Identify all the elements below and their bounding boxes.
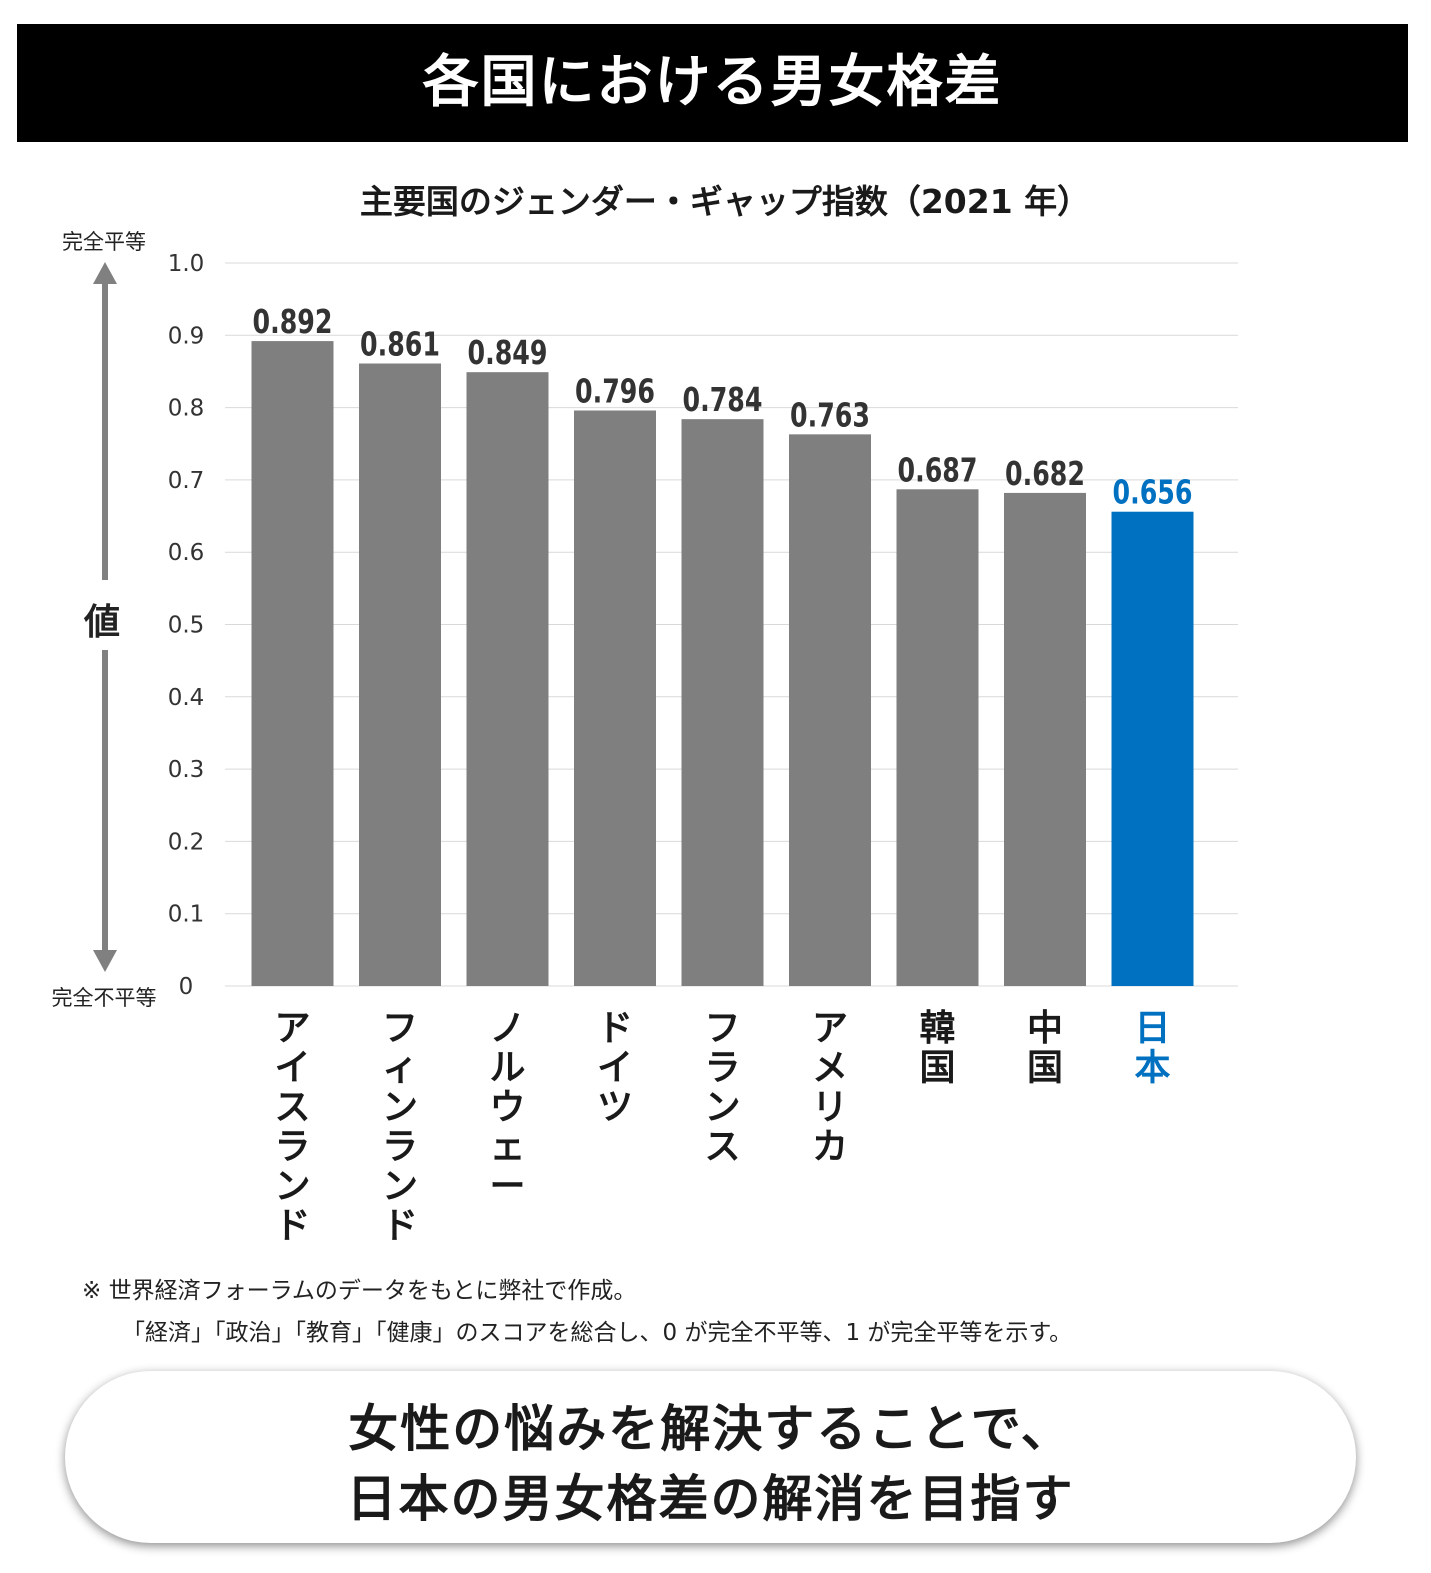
bar: [251, 341, 334, 987]
bars: [251, 341, 1194, 987]
y-tick-label: 0.1: [168, 902, 205, 928]
y-tick-label: 0.4: [168, 685, 205, 711]
page-title: 各国における男女格差: [422, 50, 1003, 115]
arrow-up-head: [93, 262, 117, 284]
value-label: 0.861: [360, 324, 440, 363]
value-label: 0.682: [1005, 454, 1085, 493]
category-label: ノルウェー: [489, 1008, 525, 1207]
value-labels: 0.892 0.861 0.849 0.796 0.784 0.763 0.687 0.682…: [253, 302, 1193, 512]
value-label: 0.784: [683, 380, 763, 419]
bar: [359, 363, 441, 986]
category-label: アイスランド: [274, 1008, 310, 1247]
y-tick-label: 0.7: [168, 468, 205, 494]
header-banner: 各国における男女格差: [17, 24, 1408, 142]
footnote-source: ※ 世界経済フォーラムのデータをもとに弊社で作成。: [82, 1278, 637, 1304]
bar: [466, 372, 549, 987]
value-label: 0.763: [790, 395, 870, 434]
callout-line-2: 日本の男女格差の解消を目指す: [346, 1470, 1075, 1528]
category-label: アメリカ: [812, 1008, 848, 1168]
callout-line-1: 女性の悩みを解決することで、: [348, 1400, 1073, 1458]
bar: [896, 489, 979, 986]
bar: [574, 410, 656, 986]
category-label: 韓国: [919, 1008, 955, 1089]
y-tick-label: 0.9: [168, 323, 205, 349]
y-tick-label: 0.8: [168, 396, 205, 422]
bar: [1004, 492, 1086, 986]
bar: [1111, 511, 1194, 986]
y-tick-label: 0: [179, 974, 194, 1000]
y-tick-label: 1.0: [168, 251, 205, 277]
chart-title: 主要国のジェンダー・ギャップ指数（2021 年）: [360, 182, 1090, 221]
bar: [681, 419, 764, 987]
footnote-definition: 「経済」「政治」「教育」「健康」のスコアを総合し、0 が完全不平等、1 が完全平…: [122, 1320, 1073, 1346]
bar: [789, 434, 871, 986]
category-label: 中国: [1027, 1008, 1063, 1089]
category-label: 日本: [1134, 1008, 1170, 1089]
value-label: 0.892: [253, 302, 333, 341]
value-label: 0.656: [1113, 473, 1193, 512]
value-label: 0.796: [575, 371, 655, 410]
y-tick-label: 0.2: [168, 829, 205, 855]
value-label: 0.849: [468, 333, 548, 372]
y-tick-label: 0.5: [168, 613, 205, 639]
message-callout: 女性の悩みを解決することで、 日本の男女格差の解消を目指す: [65, 1371, 1356, 1543]
gender-gap-chart: 主要国のジェンダー・ギャップ指数（2021 年） 0 0.1 0.2 0.3 0.4 0.…: [52, 182, 1238, 1247]
value-label: 0.687: [898, 450, 978, 489]
y-axis-ticks: 0 0.1 0.2 0.3 0.4 0.5 0.6 0.7 0.8 0.9 1.0: [168, 251, 205, 1000]
y-top-label: 完全平等: [62, 230, 146, 254]
category-label: フランス: [704, 1008, 740, 1168]
y-tick-label: 0.6: [168, 540, 205, 566]
y-tick-label: 0.3: [168, 757, 205, 783]
y-axis-label: 値: [83, 602, 120, 643]
category-label: フィンランド: [382, 1008, 418, 1247]
category-label: ドイツ: [597, 1008, 633, 1128]
y-axis-arrow: 完全平等 値 完全不平等: [52, 230, 157, 1010]
arrow-down-head: [93, 950, 117, 972]
y-bottom-label: 完全不平等: [52, 986, 157, 1010]
